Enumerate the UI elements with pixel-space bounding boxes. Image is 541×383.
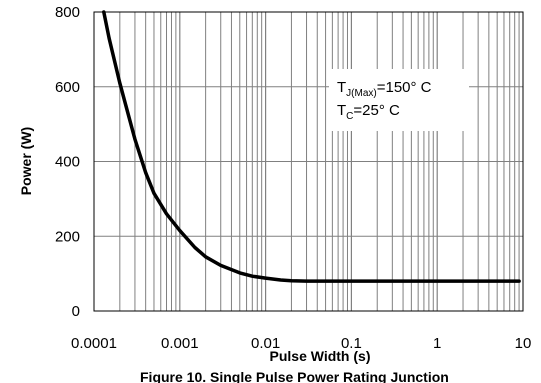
y-tick-label: 0 (72, 303, 80, 320)
annotation-tc: TC=25° C (337, 102, 400, 122)
x-tick-label: 0.0001 (71, 335, 117, 352)
figure-caption: Figure 10. Single Pulse Power Rating Jun… (140, 369, 449, 383)
x-tick-label: 0.01 (251, 335, 280, 352)
y-tick-label: 600 (55, 79, 80, 96)
x-tick-label: 0.001 (161, 335, 199, 352)
x-axis-title: Pulse Width (s) (270, 348, 371, 364)
y-tick-label: 200 (55, 228, 80, 245)
annotation-box: TJ(Max)=150° C TC=25° C (329, 69, 469, 131)
plot-frame (93, 11, 524, 312)
y-tick-label: 400 (55, 154, 80, 171)
grid-layer (94, 12, 523, 311)
series-line-power (102, 10, 521, 283)
x-tick-label: 0.1 (341, 335, 362, 352)
y-tick-label: 800 (55, 4, 80, 21)
tick-layer: 0.0001 0.001 0.01 0.1 1 10 0 200 400 600 800 (55, 4, 531, 352)
y-axis-title: Power (W) (18, 127, 34, 195)
x-tick-label: 1 (433, 335, 441, 352)
annotation-tj: TJ(Max)=150° C (337, 79, 432, 99)
x-tick-label: 10 (515, 335, 532, 352)
